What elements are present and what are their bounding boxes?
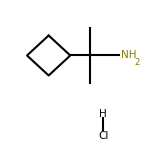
Text: H: H — [99, 109, 107, 119]
Text: Cl: Cl — [98, 130, 108, 141]
Text: NH: NH — [121, 50, 136, 61]
Text: 2: 2 — [134, 58, 139, 67]
